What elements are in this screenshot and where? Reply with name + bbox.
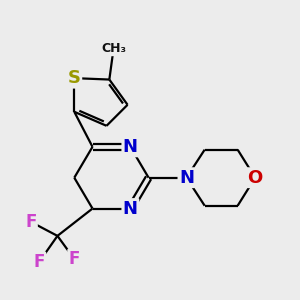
Text: N: N bbox=[123, 200, 138, 217]
Text: N: N bbox=[123, 138, 138, 156]
Text: F: F bbox=[69, 250, 80, 268]
Text: CH₃: CH₃ bbox=[101, 42, 126, 55]
Text: F: F bbox=[34, 253, 45, 271]
Text: S: S bbox=[68, 69, 81, 87]
Text: O: O bbox=[248, 169, 263, 187]
Text: N: N bbox=[179, 169, 194, 187]
Text: F: F bbox=[25, 213, 37, 231]
